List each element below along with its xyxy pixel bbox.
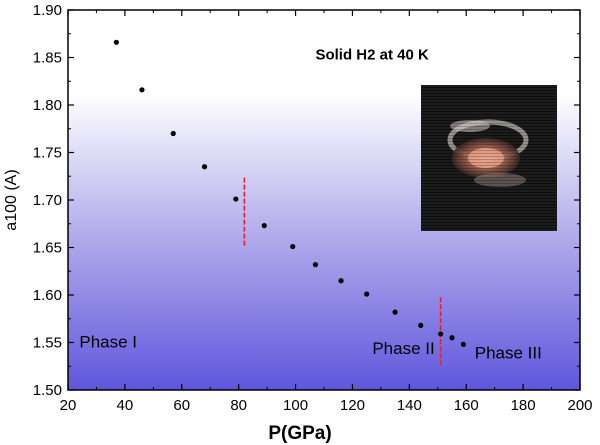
- x-tick-label: 80: [230, 397, 247, 414]
- data-point: [290, 243, 296, 250]
- x-tick-label: 60: [173, 397, 190, 414]
- data-point: [449, 335, 455, 341]
- y-tick-label: 1.50: [33, 382, 62, 399]
- data-points: [113, 39, 466, 347]
- data-point: [139, 87, 145, 93]
- data-point: [392, 309, 398, 315]
- y-tick-label: 1.55: [33, 335, 62, 352]
- x-tick-label: 200: [567, 397, 592, 414]
- x-tick-label: 140: [397, 397, 422, 414]
- y-tick-label: 1.80: [33, 97, 62, 114]
- data-point: [261, 223, 267, 229]
- data-point: [312, 262, 319, 268]
- inset-image: [421, 85, 557, 231]
- x-axis-label: P(GPa): [268, 423, 331, 444]
- y-tick-label: 1.75: [33, 145, 62, 162]
- data-point: [338, 278, 344, 284]
- y-tick-label: 1.70: [33, 192, 62, 209]
- x-tick-label: 40: [117, 397, 134, 414]
- annotation-label: Phase III: [475, 344, 542, 363]
- y-tick-label: 1.90: [33, 2, 62, 19]
- data-point: [201, 164, 208, 170]
- y-tick-label: 1.65: [33, 240, 62, 257]
- x-tick-label: 100: [283, 397, 308, 414]
- x-tick-label: 180: [511, 397, 536, 414]
- data-point: [233, 196, 239, 202]
- data-point: [418, 322, 424, 328]
- annotation-label: Phase II: [372, 339, 434, 358]
- data-point: [364, 291, 370, 297]
- data-point: [113, 39, 119, 45]
- data-point: [170, 130, 176, 137]
- y-tick-label: 1.60: [33, 287, 62, 304]
- annotation-label: Solid H2 at 40 K: [315, 46, 429, 63]
- phase-boundaries: [243, 177, 442, 366]
- annotation-label: Phase I: [79, 332, 137, 351]
- x-tick-label: 20: [60, 397, 77, 414]
- data-point: [460, 341, 466, 347]
- y-axis-label: a100 (A): [3, 169, 20, 230]
- x-tick-label: 160: [454, 397, 479, 414]
- y-tick-label: 1.85: [33, 50, 62, 67]
- annotations: Phase I Phase II Phase III Solid H2 at 40 K: [79, 46, 541, 362]
- x-axis: 20 40 60 80 100 120 140 160 180 200: [60, 10, 593, 414]
- y-axis: 1.50 1.55 1.60 1.65 1.70 1.75 1.80 1.85 1.90: [33, 2, 580, 399]
- data-point: [438, 331, 444, 337]
- x-tick-label: 120: [340, 397, 365, 414]
